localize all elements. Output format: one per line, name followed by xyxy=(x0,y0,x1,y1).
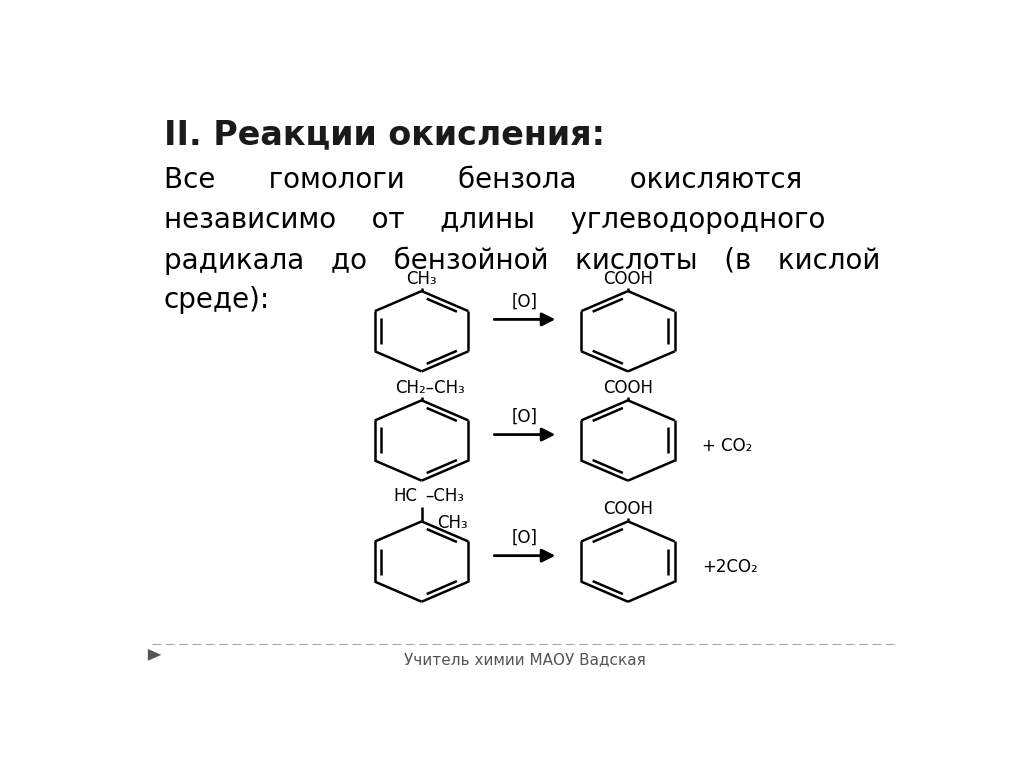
FancyArrowPatch shape xyxy=(495,550,552,561)
FancyArrowPatch shape xyxy=(495,314,552,325)
Text: Все      гомологи      бензола      окисляются: Все гомологи бензола окисляются xyxy=(164,166,802,194)
Polygon shape xyxy=(147,649,162,661)
Text: [O]: [O] xyxy=(512,528,538,547)
Text: [O]: [O] xyxy=(512,292,538,311)
Text: –CH₃: –CH₃ xyxy=(426,488,465,505)
Text: Учитель химии МАОУ Вадская: Учитель химии МАОУ Вадская xyxy=(403,653,646,668)
Text: CH₃: CH₃ xyxy=(407,270,437,288)
Text: COOH: COOH xyxy=(603,380,653,397)
Text: [O]: [O] xyxy=(512,408,538,426)
Text: II. Реакции окисления:: II. Реакции окисления: xyxy=(164,119,605,152)
Text: COOH: COOH xyxy=(603,500,653,518)
Text: CH₂–CH₃: CH₂–CH₃ xyxy=(394,380,465,397)
Text: + CO₂: + CO₂ xyxy=(701,437,753,456)
Text: CH₃: CH₃ xyxy=(437,514,468,532)
Text: среде):: среде): xyxy=(164,286,270,314)
Text: независимо    от    длины    углеводородного: независимо от длины углеводородного xyxy=(164,206,825,234)
Text: +2CO₂: +2CO₂ xyxy=(701,558,758,577)
Text: HC: HC xyxy=(393,488,418,505)
FancyArrowPatch shape xyxy=(495,429,552,440)
Text: COOH: COOH xyxy=(603,270,653,288)
Text: радикала   до   бензойной   кислоты   (в   кислой: радикала до бензойной кислоты (в кислой xyxy=(164,246,880,275)
